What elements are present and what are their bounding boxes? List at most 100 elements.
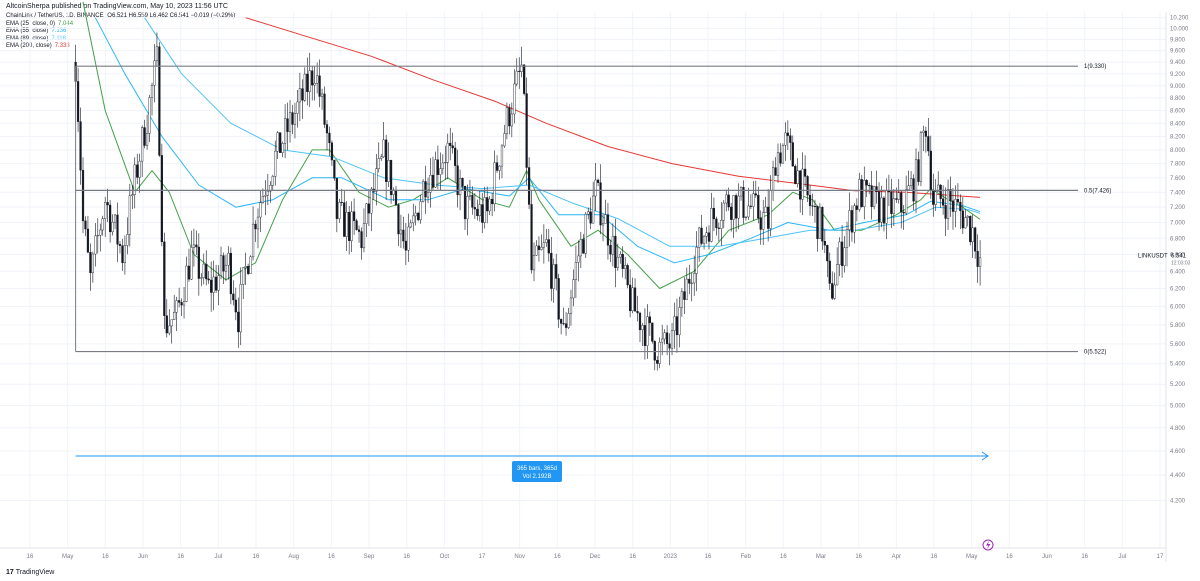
candle-body-up <box>227 252 230 266</box>
candle-body-down <box>757 194 760 219</box>
indicator-row[interactable]: EMA (25, close, 0) 7.044 <box>6 21 235 29</box>
indicator-row[interactable]: EMA (200, close) 7.333 <box>6 43 235 51</box>
candle-body-down <box>831 283 834 299</box>
candle-body-up <box>141 127 144 162</box>
candle <box>335 177 338 233</box>
candle <box>214 264 218 293</box>
candle-body-down <box>254 223 257 230</box>
candle-body-down <box>865 180 868 186</box>
candle <box>298 72 301 122</box>
candle-body-down <box>229 252 232 295</box>
candle <box>693 255 696 296</box>
candle <box>360 227 363 260</box>
candle <box>767 189 770 242</box>
candle <box>148 94 151 142</box>
candle <box>520 46 523 78</box>
candle-body-down <box>232 293 235 301</box>
candle-body-up <box>833 284 836 299</box>
candle-body-down <box>902 211 905 214</box>
candle-body-down <box>564 323 568 328</box>
candlesticks <box>74 32 982 371</box>
candle-body-down <box>808 194 812 206</box>
candle <box>293 102 297 139</box>
candle-body-up <box>587 211 590 215</box>
candle <box>446 133 449 180</box>
candle-body-down <box>340 201 343 203</box>
candle <box>774 157 777 176</box>
candle-body-up <box>848 210 851 230</box>
time-tick-label: Jun <box>138 554 148 560</box>
candle <box>969 215 972 246</box>
candle-body-up <box>182 301 186 306</box>
indicator-value: 7.136 <box>51 28 67 35</box>
candle <box>542 224 545 264</box>
candle-body-up <box>690 282 693 284</box>
candle <box>145 114 149 150</box>
candle <box>954 185 957 228</box>
price-tick-label: 7.200 <box>1170 205 1186 211</box>
candle-body-down <box>81 169 85 222</box>
candle <box>863 166 866 220</box>
candle <box>836 247 839 286</box>
candle-body-down <box>589 211 592 224</box>
candle <box>101 215 104 236</box>
candle-body-down <box>476 208 479 217</box>
candle-body-down <box>353 211 356 221</box>
candle <box>353 198 356 235</box>
tradingview-logo[interactable]: 17 TradingView <box>6 569 54 576</box>
candle <box>205 250 208 286</box>
lightning-icon[interactable] <box>982 539 994 551</box>
candle <box>678 296 681 348</box>
candle-body-up <box>601 223 605 226</box>
candle-body-up <box>752 193 755 207</box>
candle-body-up <box>249 256 252 274</box>
candle <box>532 242 536 282</box>
candle <box>333 159 336 181</box>
candle <box>717 222 720 242</box>
time-tick-label: Dec <box>590 554 601 560</box>
candle <box>850 205 854 242</box>
candle-body-down <box>648 316 651 324</box>
candle-body-down <box>121 245 124 264</box>
candle <box>939 184 942 209</box>
candle-body-up <box>569 297 573 314</box>
candle-body-up <box>540 247 543 250</box>
candle <box>653 340 656 371</box>
candle-body-up <box>113 214 117 223</box>
candle-body-down <box>234 299 237 313</box>
candle <box>182 287 186 319</box>
indicator-row[interactable]: EMA (89, close) 7.118 <box>6 36 235 44</box>
candle-body-up <box>764 206 767 213</box>
candle-body-down <box>813 205 817 207</box>
candle <box>200 273 203 287</box>
indicator-label: EMA (89, close) <box>6 35 49 42</box>
candle <box>345 201 348 252</box>
candle-body-up <box>104 202 107 219</box>
candle-body-up <box>200 277 203 279</box>
candle <box>648 311 651 336</box>
candle-body-up <box>663 332 666 340</box>
candle <box>670 322 674 356</box>
candle-body-up <box>439 168 442 175</box>
candle <box>725 189 728 212</box>
candle-body-up <box>370 188 373 214</box>
candle-body-up <box>624 265 627 269</box>
candle-body-up <box>710 208 713 242</box>
candle <box>244 252 247 285</box>
candle <box>234 287 237 321</box>
candle <box>971 214 974 258</box>
candle-body-up <box>380 156 383 159</box>
candle <box>328 126 331 157</box>
candle <box>483 186 486 229</box>
indicator-label: EMA (200, close) <box>6 43 52 50</box>
price-tick-label: 5.400 <box>1170 362 1186 368</box>
candle-body-up <box>897 192 900 200</box>
candle <box>959 194 962 230</box>
candle <box>757 186 760 224</box>
candle <box>747 187 750 220</box>
candle <box>141 125 144 177</box>
candle <box>621 246 624 278</box>
indicator-row[interactable]: EMA (55, close) 7.136 <box>6 28 235 36</box>
symbol-name[interactable]: ChainLink / TetherUS, 1D, BINANCE <box>6 13 104 19</box>
